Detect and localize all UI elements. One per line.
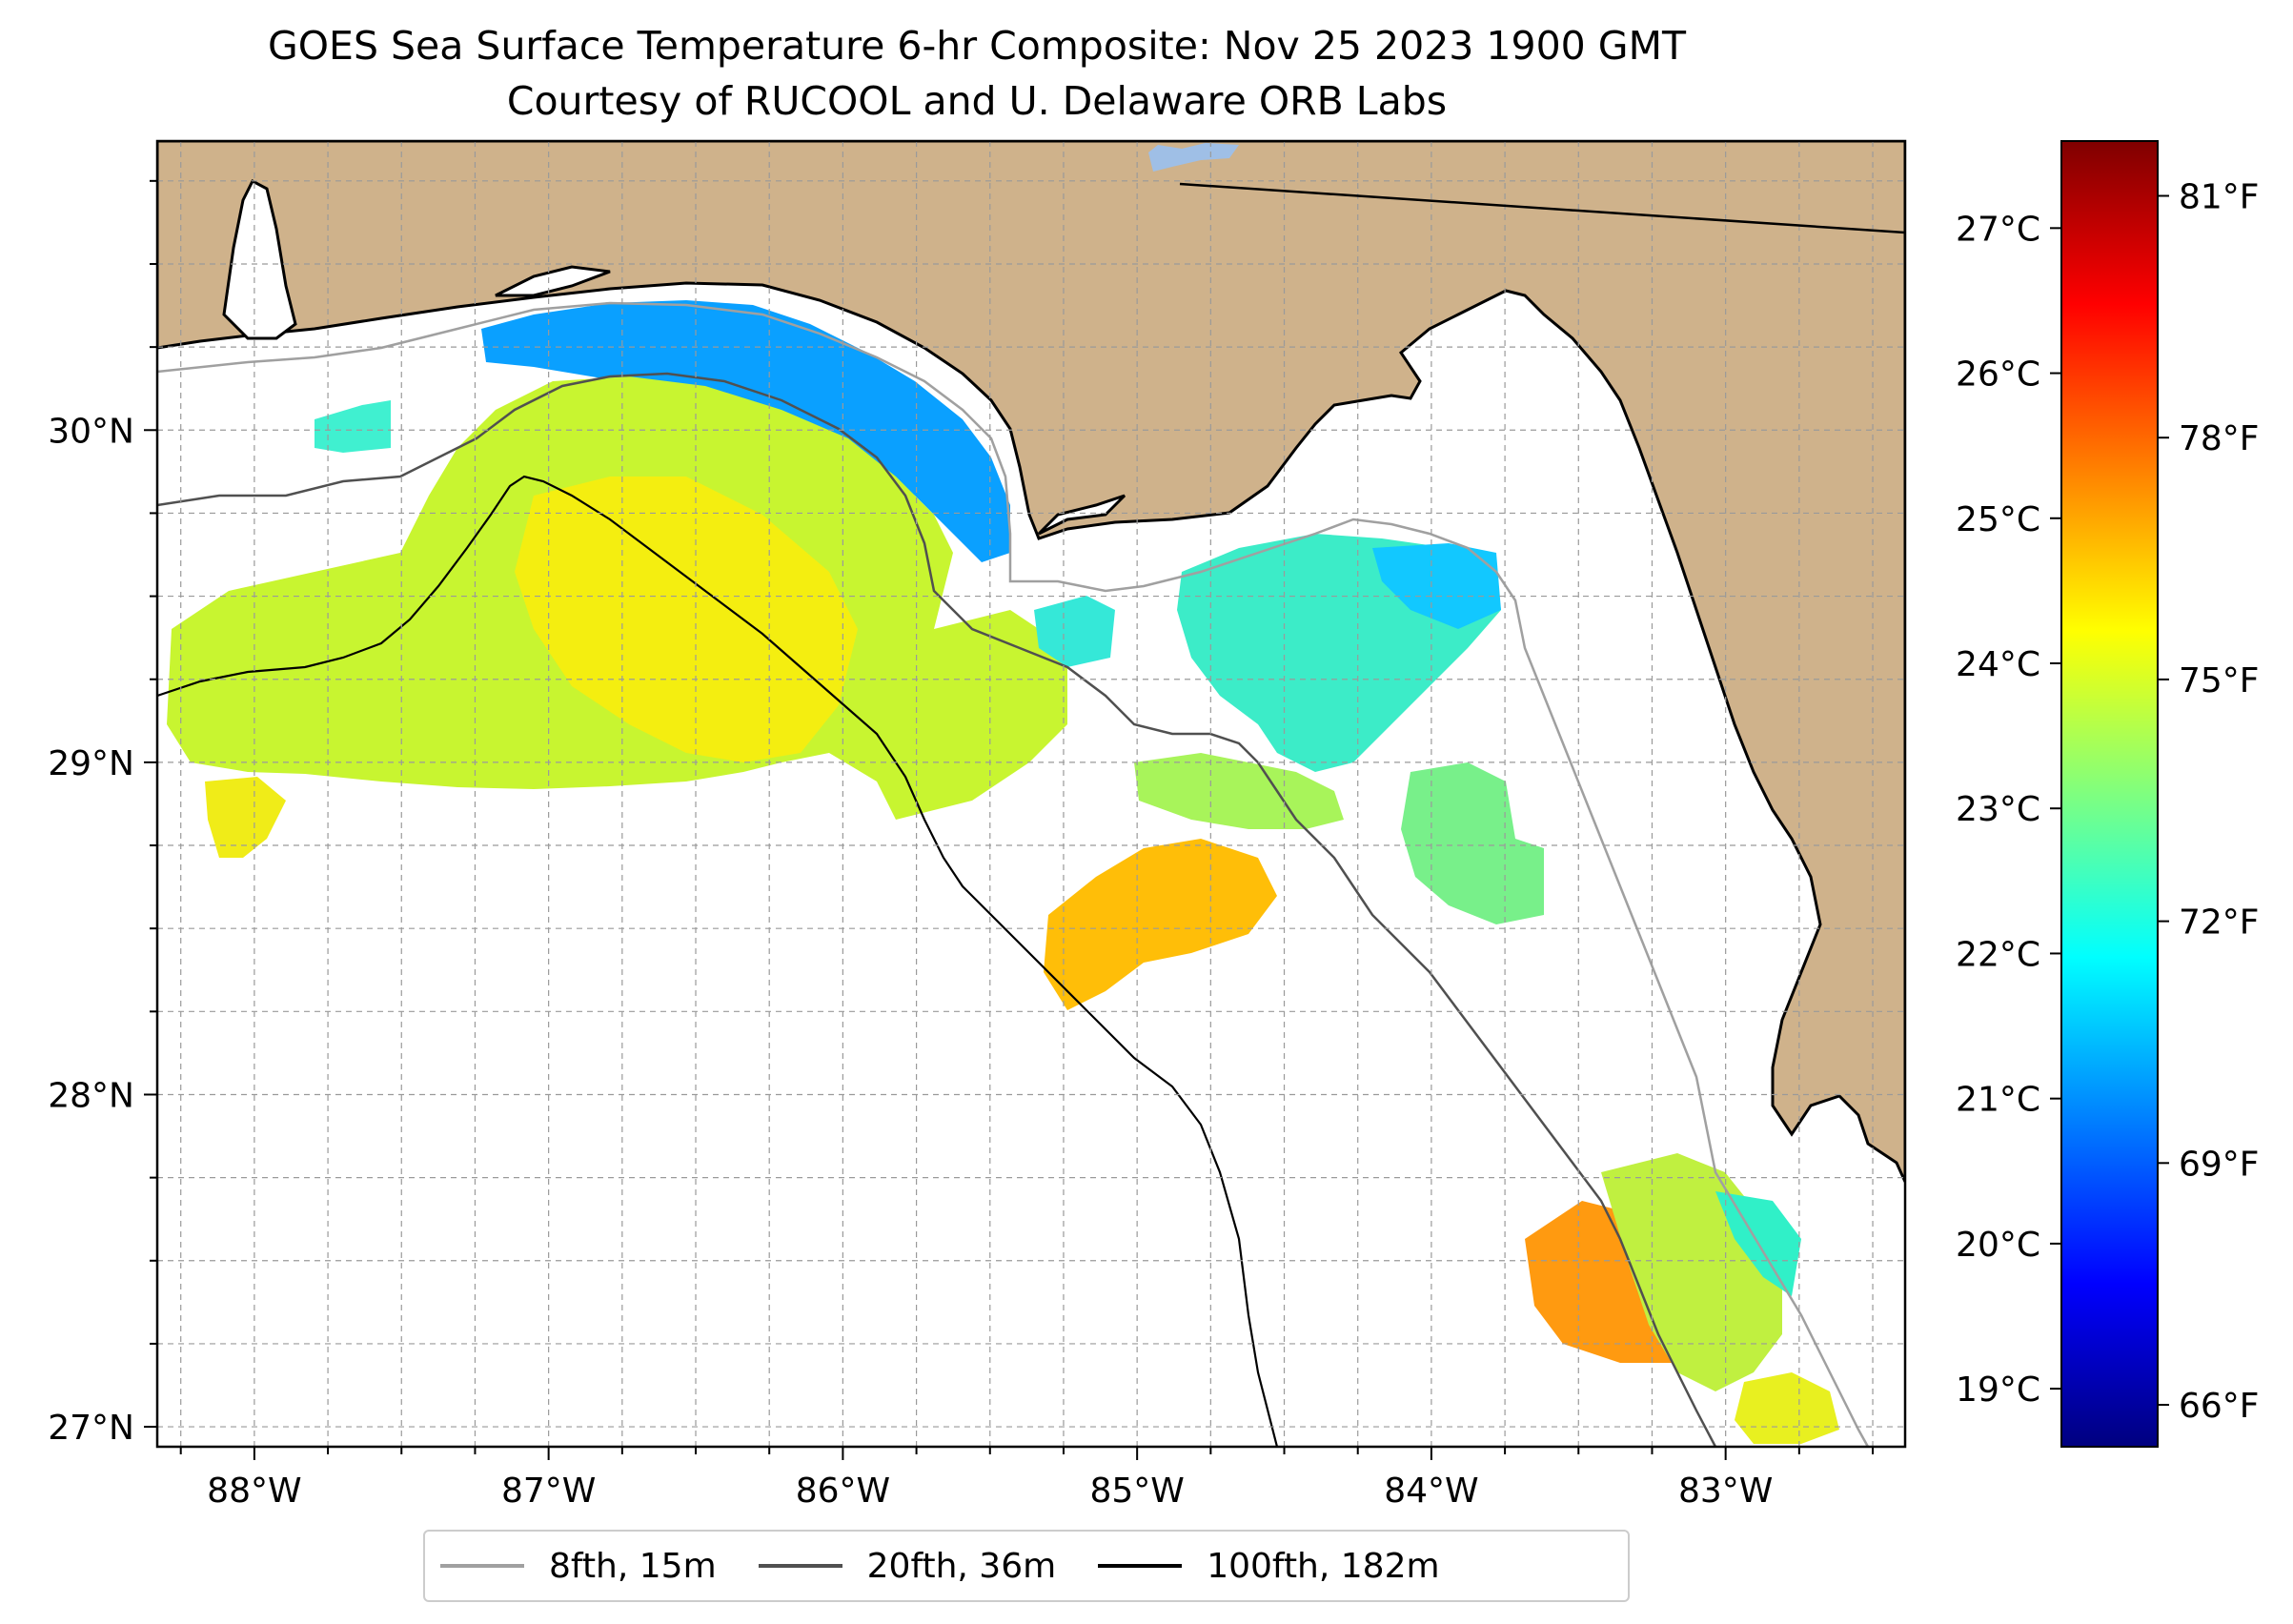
celsius-label: 21°C bbox=[1956, 1081, 2040, 1120]
map-gridlines bbox=[157, 141, 1905, 1447]
apalachicola-bay bbox=[1037, 494, 1126, 536]
legend-label-100fth: 100fth, 182m bbox=[1207, 1546, 1440, 1586]
colorbar bbox=[2060, 140, 2159, 1448]
lat-label: 29°N bbox=[48, 744, 134, 783]
isobath-20fth bbox=[157, 372, 1717, 1447]
sst-patch-nearshore-cold bbox=[481, 300, 1010, 562]
celsius-label: 22°C bbox=[1956, 935, 2040, 974]
sst-patch-mid-cyan bbox=[1034, 596, 1115, 667]
colorbar-ticks: 27°C 26°C 25°C 24°C 23°C 22°C 21°C 20°C 19°C 81°F… bbox=[1956, 178, 2259, 1427]
sst-patch-west-cyan bbox=[315, 400, 391, 453]
legend-swatch-100fth bbox=[1098, 1564, 1183, 1568]
celsius-label: 24°C bbox=[1956, 645, 2040, 684]
fahrenheit-label: 75°F bbox=[2179, 661, 2260, 700]
celsius-label: 25°C bbox=[1956, 500, 2040, 539]
lon-label: 86°W bbox=[796, 1472, 890, 1511]
sst-patch-yellow-core bbox=[515, 477, 858, 762]
state-boundary bbox=[1179, 182, 1905, 234]
sst-patch-orange-offshore bbox=[1044, 839, 1277, 1010]
lon-label: 84°W bbox=[1384, 1472, 1478, 1511]
lat-label: 27°N bbox=[48, 1409, 134, 1448]
fahrenheit-label: 66°F bbox=[2179, 1387, 2260, 1426]
sst-patch-big-bend-green bbox=[1401, 762, 1544, 924]
lon-label: 88°W bbox=[207, 1472, 301, 1511]
map-axis-ticks: 88°W 87°W 86°W 85°W 84°W 83°W 30°N 29°N 28°N 27°N bbox=[48, 179, 1875, 1511]
fahrenheit-label: 72°F bbox=[2179, 903, 2260, 943]
legend-swatch-20fth bbox=[758, 1564, 842, 1568]
sst-patch-mid-green bbox=[1134, 753, 1344, 829]
legend-item-20fth: 20fth, 36m bbox=[758, 1546, 1057, 1586]
mobile-bay bbox=[222, 178, 297, 340]
legend-item-8fth: 8fth, 15m bbox=[440, 1547, 717, 1586]
choctawhatchee-bay bbox=[495, 265, 611, 297]
sst-patch-southwest bbox=[205, 777, 286, 858]
isobath-100fth bbox=[157, 475, 1279, 1447]
legend-label-8fth: 8fth, 15m bbox=[549, 1546, 717, 1586]
sst-patch-south-yellow bbox=[1735, 1372, 1839, 1444]
lon-label: 83°W bbox=[1678, 1472, 1773, 1511]
sst-patch-east-blue bbox=[1372, 543, 1501, 629]
fahrenheit-label: 81°F bbox=[2179, 178, 2260, 217]
celsius-label: 20°C bbox=[1956, 1226, 2040, 1265]
lon-label: 85°W bbox=[1089, 1472, 1184, 1511]
celsius-label: 23°C bbox=[1956, 790, 2040, 829]
land-panhandle bbox=[157, 141, 1905, 1183]
lon-label: 87°W bbox=[501, 1472, 596, 1511]
legend-item-100fth: 100fth, 182m bbox=[1098, 1546, 1440, 1586]
lat-label: 28°N bbox=[48, 1076, 134, 1115]
sst-patches bbox=[167, 300, 1839, 1444]
legend: 8fth, 15m 20fth, 36m 100fth, 182m bbox=[423, 1530, 1630, 1602]
celsius-label: 19°C bbox=[1956, 1370, 2040, 1410]
legend-swatch-8fth bbox=[440, 1564, 524, 1568]
legend-label-20fth: 20fth, 36m bbox=[866, 1546, 1057, 1586]
map-frame bbox=[155, 139, 1907, 1449]
lat-label: 30°N bbox=[48, 412, 134, 451]
fahrenheit-label: 69°F bbox=[2179, 1145, 2260, 1184]
celsius-label: 27°C bbox=[1956, 210, 2040, 249]
map-title: GOES Sea Surface Temperature 6-hr Compos… bbox=[268, 23, 1686, 69]
sst-patch-south-warm bbox=[1525, 1201, 1677, 1363]
lake-inland bbox=[1148, 143, 1239, 172]
fahrenheit-label: 78°F bbox=[2179, 419, 2260, 458]
celsius-label: 26°C bbox=[1956, 355, 2040, 395]
isobath-8fth bbox=[157, 301, 1870, 1447]
map-subtitle: Courtesy of RUCOOL and U. Delaware ORB L… bbox=[506, 78, 1448, 124]
